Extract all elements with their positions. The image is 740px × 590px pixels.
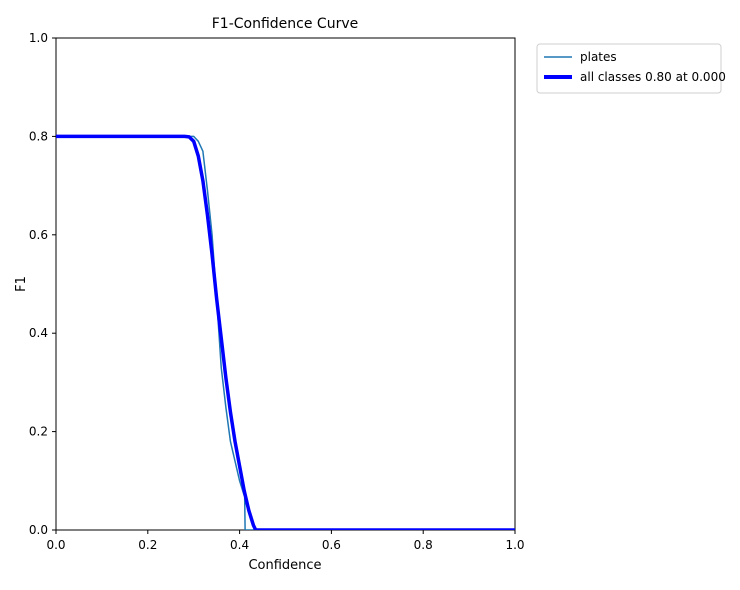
x-axis-ticks: 0.0 0.2 0.4 0.6 0.8 1.0: [46, 530, 525, 552]
series-line-plates: [56, 135, 515, 530]
x-tick-label: 0.4: [230, 538, 249, 552]
y-tick-label: 0.2: [29, 425, 48, 439]
x-tick-label: 0.6: [322, 538, 341, 552]
legend-box: [536, 43, 722, 94]
x-tick-label: 0.0: [46, 538, 65, 552]
series-layer: [56, 134, 515, 530]
x-axis-label: Confidence: [248, 558, 321, 573]
legend-label-plates: plates: [580, 50, 617, 64]
legend: plates all classes 0.80 at 0.000: [536, 43, 726, 94]
y-axis-ticks: 0.0 0.2 0.4 0.6 0.8 1.0: [29, 31, 56, 537]
x-tick-label: 1.0: [505, 538, 524, 552]
y-tick-label: 0.0: [29, 523, 48, 537]
y-tick-label: 0.4: [29, 326, 48, 340]
chart-title: F1-Confidence Curve: [212, 16, 358, 32]
x-tick-label: 0.8: [414, 538, 433, 552]
y-tick-label: 0.8: [29, 129, 48, 143]
series-line-all-classes: [56, 134, 515, 530]
y-axis-label: F1: [14, 276, 29, 292]
x-tick-label: 0.2: [138, 538, 157, 552]
y-tick-label: 0.6: [29, 228, 48, 242]
plot-area: [55, 37, 516, 531]
y-tick-label: 1.0: [29, 31, 48, 45]
legend-label-all-classes: all classes 0.80 at 0.000: [580, 70, 726, 84]
